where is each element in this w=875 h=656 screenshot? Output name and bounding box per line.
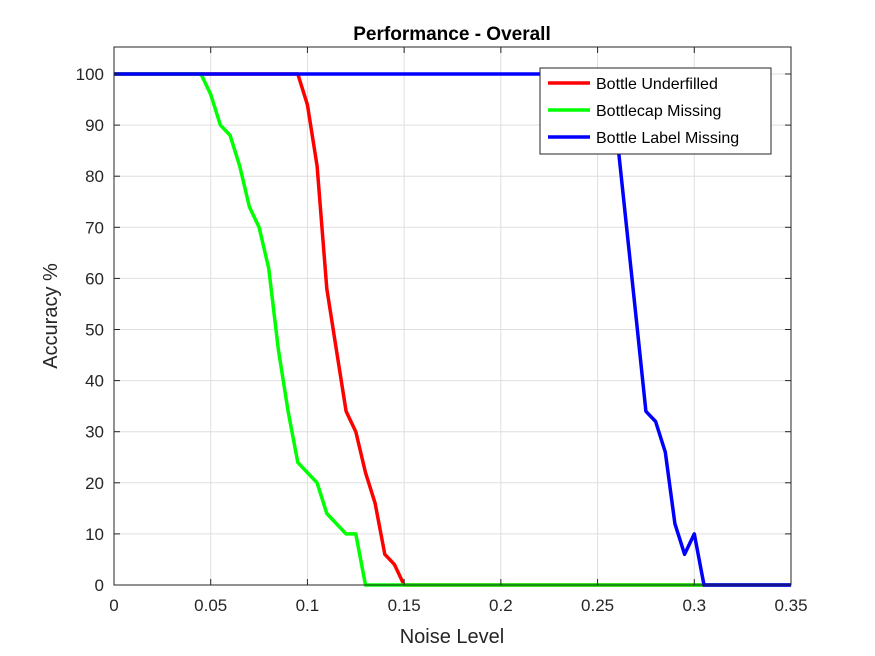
plot-frame — [113, 46, 792, 586]
y-tick-label: 10 — [85, 525, 104, 544]
y-tick-label: 100 — [76, 65, 104, 84]
series-line-bottlecap-missing — [114, 72, 791, 587]
legend-entry: Bottle Underfilled — [596, 76, 718, 93]
y-tick-label: 60 — [85, 269, 104, 288]
x-tick-label: 0.1 — [296, 596, 320, 615]
y-tick-label: 0 — [95, 576, 104, 595]
y-axis-label: Accuracy % — [40, 263, 62, 369]
x-tick-label: 0.25 — [581, 596, 614, 615]
x-tick-label: 0 — [109, 596, 118, 615]
legend: Bottle Underfilled Bottlecap Missing Bottl… — [539, 67, 772, 155]
x-tick-label: 0.3 — [682, 596, 706, 615]
ticks: 0 0.05 0.1 0.15 0.2 0.25 0.3 0.35 0 10 20 30 40 50 60 7… — [76, 47, 808, 615]
x-tick-label: 0.2 — [489, 596, 513, 615]
x-tick-label: 0.05 — [194, 596, 227, 615]
y-tick-label: 30 — [85, 423, 104, 442]
chart-title: Performance - Overall — [353, 24, 550, 45]
y-tick-label: 20 — [85, 474, 104, 493]
y-tick-label: 70 — [85, 218, 104, 237]
x-tick-label: 0.15 — [388, 596, 421, 615]
series-line-bottle-underfilled — [114, 72, 791, 587]
y-tick-label: 50 — [85, 321, 104, 340]
legend-entry: Bottlecap Missing — [596, 103, 721, 120]
y-tick-label: 90 — [85, 116, 104, 135]
y-tick-label: 80 — [85, 167, 104, 186]
x-axis-label: Noise Level — [400, 626, 505, 648]
legend-entry: Bottle Label Missing — [596, 130, 739, 147]
y-tick-label: 40 — [85, 372, 104, 391]
x-tick-label: 0.35 — [774, 596, 807, 615]
